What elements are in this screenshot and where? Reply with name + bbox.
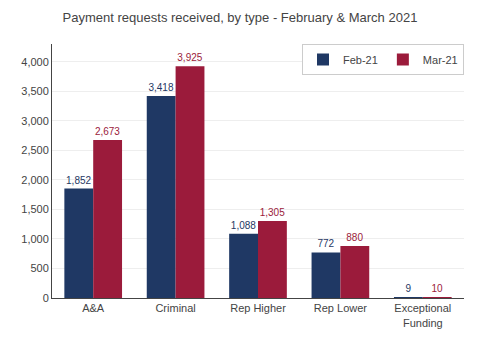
svg-text:10: 10 <box>431 283 443 294</box>
svg-text:Criminal: Criminal <box>155 302 195 314</box>
svg-text:2,673: 2,673 <box>95 126 120 137</box>
svg-text:3,418: 3,418 <box>148 82 173 93</box>
svg-text:1,000: 1,000 <box>21 233 49 245</box>
svg-text:500: 500 <box>30 262 48 274</box>
svg-text:2,500: 2,500 <box>21 144 49 156</box>
svg-text:Mar-21: Mar-21 <box>423 54 458 66</box>
svg-text:772: 772 <box>317 238 334 249</box>
svg-text:0: 0 <box>43 292 49 304</box>
svg-text:1,088: 1,088 <box>231 220 256 231</box>
svg-text:A&A: A&A <box>82 302 105 314</box>
svg-text:Rep Higher: Rep Higher <box>230 302 286 314</box>
svg-text:9: 9 <box>405 283 411 294</box>
svg-text:ExceptionalFunding: ExceptionalFunding <box>394 302 451 328</box>
svg-text:4,000: 4,000 <box>21 56 49 68</box>
svg-text:3,000: 3,000 <box>21 115 49 127</box>
svg-text:1,500: 1,500 <box>21 203 49 215</box>
svg-text:1,852: 1,852 <box>66 175 91 186</box>
svg-text:880: 880 <box>346 232 363 243</box>
svg-text:Payment requests received, by: Payment requests received, by type - Feb… <box>63 10 418 25</box>
svg-text:2,000: 2,000 <box>21 174 49 186</box>
svg-text:3,500: 3,500 <box>21 85 49 97</box>
svg-text:3,925: 3,925 <box>177 52 202 63</box>
svg-text:Feb-21: Feb-21 <box>343 54 378 66</box>
svg-text:1,305: 1,305 <box>260 207 285 218</box>
svg-text:Rep Lower: Rep Lower <box>314 302 368 314</box>
